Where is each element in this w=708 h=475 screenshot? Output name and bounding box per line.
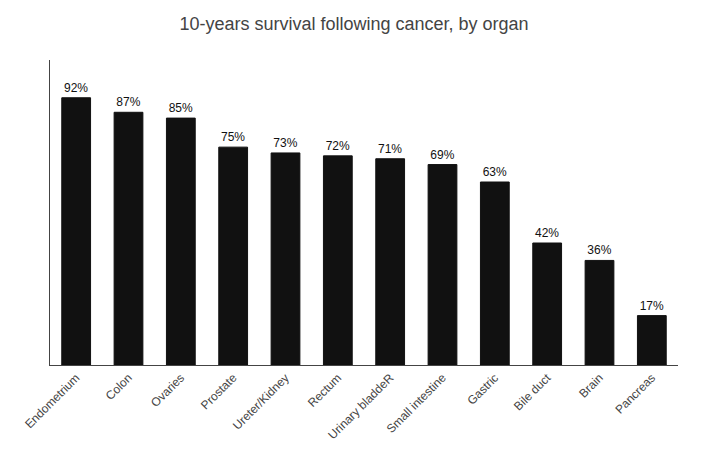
svg-text:36%: 36% <box>587 243 611 257</box>
svg-text:71%: 71% <box>378 142 402 156</box>
svg-text:17%: 17% <box>640 299 664 313</box>
svg-text:Brain: Brain <box>576 371 606 401</box>
svg-text:Ovaries: Ovaries <box>148 371 187 410</box>
svg-text:87%: 87% <box>116 95 140 109</box>
svg-text:Pancreas: Pancreas <box>612 371 658 417</box>
svg-text:10-years survival following ca: 10-years survival following cancer, by o… <box>179 14 528 34</box>
svg-text:72%: 72% <box>326 139 350 153</box>
svg-text:63%: 63% <box>483 165 507 179</box>
svg-text:69%: 69% <box>430 148 454 162</box>
svg-text:Endometrium: Endometrium <box>22 371 82 431</box>
svg-text:73%: 73% <box>273 136 297 150</box>
svg-text:Ureter/Kidney: Ureter/Kidney <box>230 371 292 433</box>
svg-text:Rectum: Rectum <box>305 371 344 410</box>
svg-text:Colon: Colon <box>103 371 135 403</box>
svg-text:Bile duct: Bile duct <box>511 370 554 413</box>
svg-text:Gastric: Gastric <box>464 371 501 408</box>
svg-text:75%: 75% <box>221 130 245 144</box>
svg-text:Small intestine: Small intestine <box>384 371 449 436</box>
svg-text:Prostate: Prostate <box>198 371 240 413</box>
svg-text:Urinary bladdeR: Urinary bladdeR <box>325 371 396 442</box>
svg-text:85%: 85% <box>169 101 193 115</box>
svg-text:92%: 92% <box>64 81 88 95</box>
svg-text:42%: 42% <box>535 226 559 240</box>
